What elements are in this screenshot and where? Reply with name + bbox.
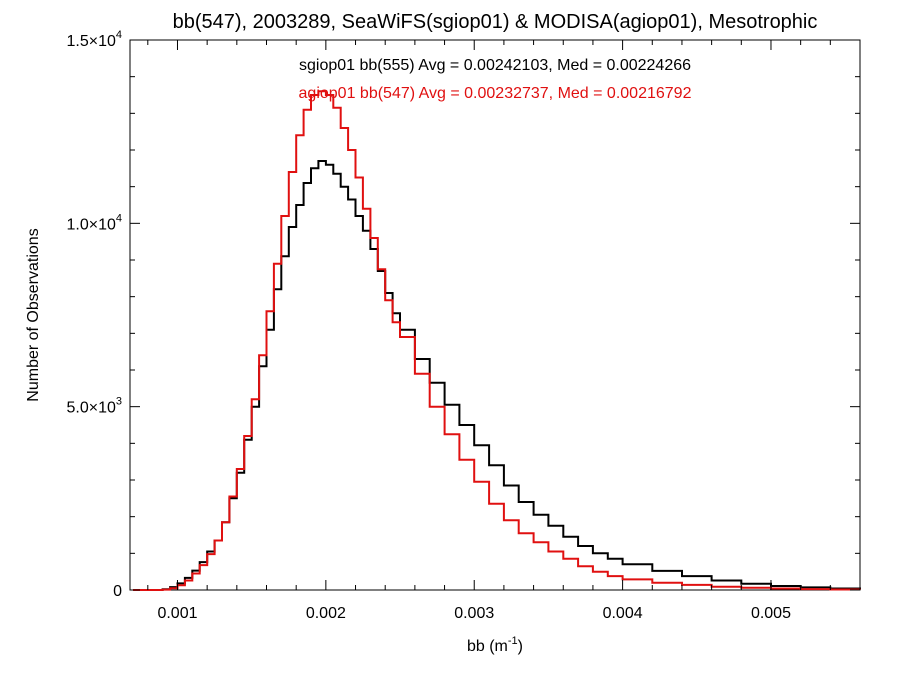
x-tick-labels: 0.001 0.002 0.003 0.004 0.005 [157, 605, 791, 622]
x-tick-label: 0.005 [751, 605, 791, 622]
x-tick-label: 0.001 [157, 605, 197, 622]
y-tick-label: 5.0×103 [66, 396, 122, 417]
y-tick-labels: 0 5.0×103 1.0×104 1.5×104 [66, 29, 122, 600]
y-tick-label: 0 [113, 583, 122, 600]
series-line-1 [133, 160, 861, 591]
series-line-2 [133, 90, 861, 591]
x-tick-label: 0.002 [306, 605, 346, 622]
y-tick-label: 1.5×104 [66, 29, 122, 50]
x-tick-label: 0.004 [603, 605, 643, 622]
x-axis-label-sup: -1 [508, 635, 518, 647]
x-axis-label: bb (m-1) [467, 635, 523, 655]
series-layer [133, 90, 861, 591]
y-tick-label: 1.0×104 [66, 212, 122, 233]
plot-frame [129, 39, 861, 591]
sgiop01-stats-annotation: sgiop01 bb(555) Avg = 0.00242103, Med = … [299, 57, 691, 74]
chart-title: bb(547), 2003289, SeaWiFS(sgiop01) & MOD… [173, 11, 818, 33]
x-axis-label-base: bb (m [467, 638, 508, 655]
tick-layer [130, 39, 861, 591]
x-axis-label-tail: ) [518, 638, 523, 655]
agiop01-stats-annotation: agiop01 bb(547) Avg = 0.00232737, Med = … [299, 85, 692, 102]
x-tick-label: 0.003 [454, 605, 494, 622]
y-axis-label: Number of Observations [25, 228, 42, 401]
